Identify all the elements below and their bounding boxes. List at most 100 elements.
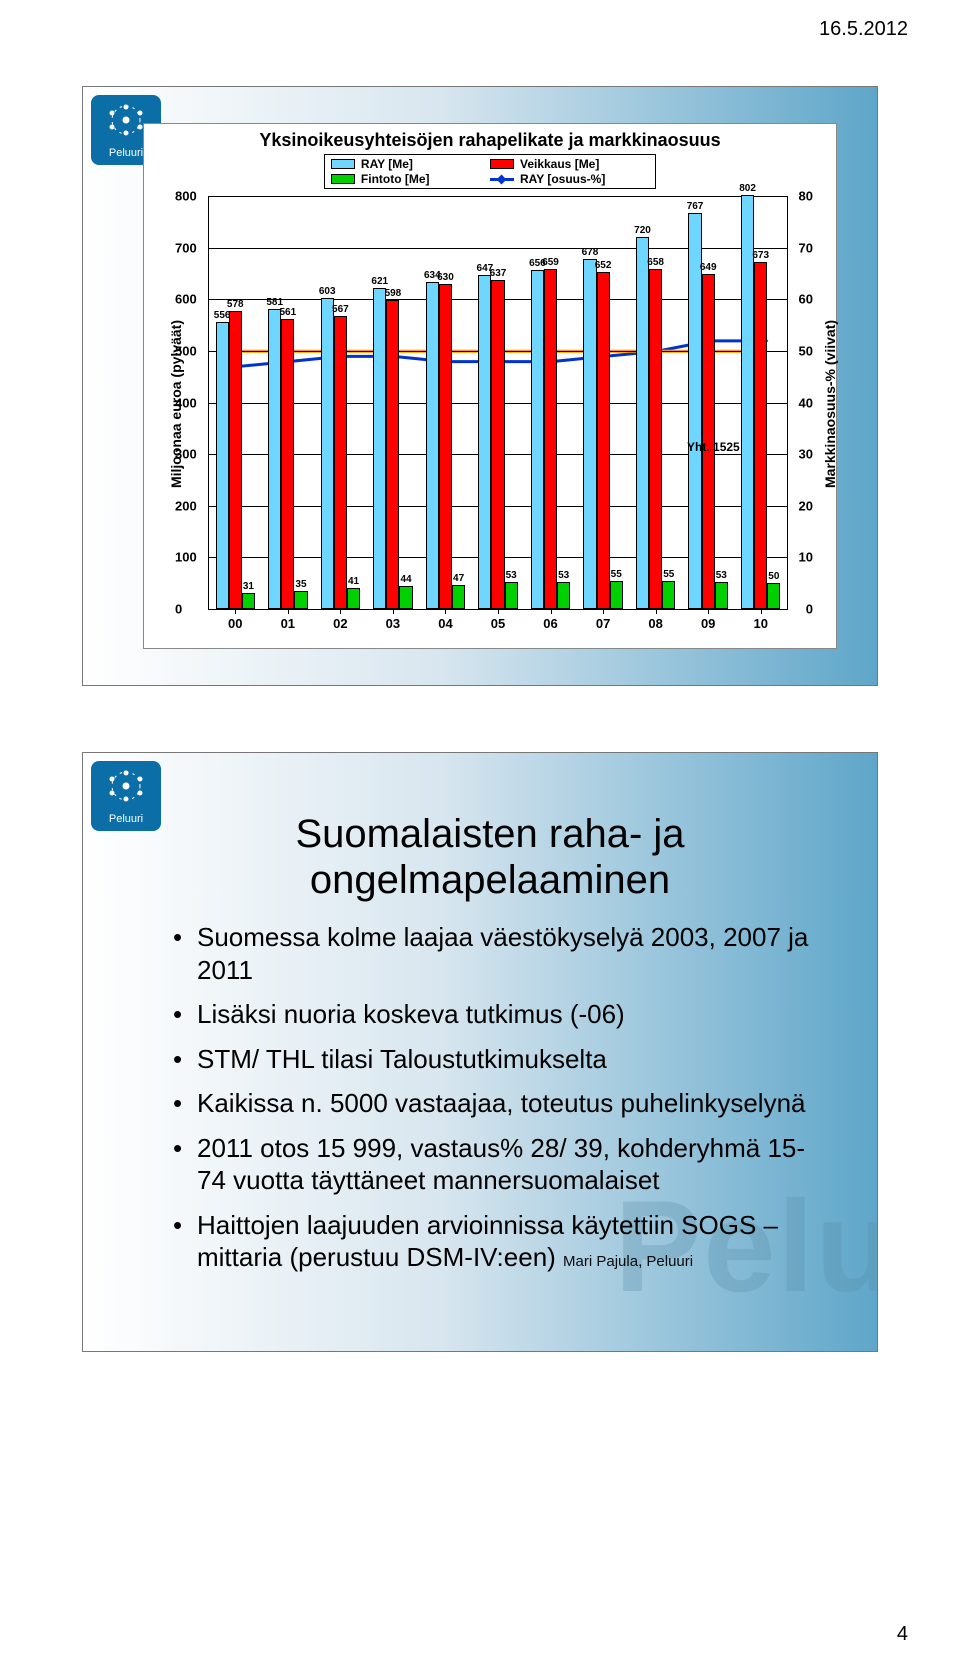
bar-label: 598 xyxy=(385,288,402,299)
bar xyxy=(597,272,610,609)
bar-label: 53 xyxy=(558,570,569,581)
bar-label: 44 xyxy=(400,574,411,585)
y-tick: 800 xyxy=(175,189,197,204)
x-tick: 02 xyxy=(333,616,347,631)
bullet-list: Suomessa kolme laajaa väestökyselyä 2003… xyxy=(173,921,817,1274)
bar-label: 47 xyxy=(453,573,464,584)
bar-label: 53 xyxy=(506,570,517,581)
x-tick: 04 xyxy=(438,616,452,631)
bar xyxy=(715,582,728,609)
y2-tick: 30 xyxy=(799,447,813,462)
bar xyxy=(294,591,307,609)
y2-tick: 60 xyxy=(799,292,813,307)
bar xyxy=(281,319,294,609)
bar xyxy=(386,300,399,609)
bar xyxy=(649,269,662,609)
bullet-item: Suomessa kolme laajaa väestökyselyä 2003… xyxy=(173,921,817,986)
bar xyxy=(557,582,570,609)
bar xyxy=(767,583,780,609)
bar xyxy=(399,586,412,609)
bar-label: 678 xyxy=(582,247,599,258)
bar-label: 802 xyxy=(739,183,756,194)
bar-label: 658 xyxy=(647,257,664,268)
bar xyxy=(505,582,518,609)
bar xyxy=(268,309,281,609)
bar-label: 621 xyxy=(371,276,388,287)
x-tick: 08 xyxy=(648,616,662,631)
bar-label: 630 xyxy=(437,272,454,283)
slide2-title: Suomalaisten raha- ja ongelmapelaaminen xyxy=(163,811,817,903)
y-tick: 200 xyxy=(175,498,197,513)
y2-tick: 10 xyxy=(799,550,813,565)
legend: RAY [Me] Veikkaus [Me] Fintoto [Me] RAY … xyxy=(324,154,656,189)
legend-ray-pct: RAY [osuus-%] xyxy=(520,172,605,186)
bar xyxy=(373,288,386,609)
x-tick: 01 xyxy=(281,616,295,631)
bar-label: 603 xyxy=(319,286,336,297)
bar xyxy=(531,270,544,609)
footer-text: Mari Pajula, Peluuri xyxy=(563,1253,693,1270)
y2-tick: 20 xyxy=(799,498,813,513)
chart-title: Yksinoikeusyhteisöjen rahapelikate ja ma… xyxy=(144,130,836,151)
bullet-item: Kaikissa n. 5000 vastaajaa, toteutus puh… xyxy=(173,1087,817,1120)
bar xyxy=(216,322,229,609)
bar-label: 673 xyxy=(752,250,769,261)
bar-label: 50 xyxy=(768,571,779,582)
plot-area: 0100200300400500600700800010203040506070… xyxy=(208,196,788,610)
bar xyxy=(610,581,623,609)
bar xyxy=(583,259,596,609)
page-number: 4 xyxy=(897,1623,908,1646)
bar xyxy=(439,284,452,609)
bullet-item: Lisäksi nuoria koskeva tutkimus (-06) xyxy=(173,998,817,1031)
legend-fintoto: Fintoto [Me] xyxy=(361,172,430,186)
bar-label: 652 xyxy=(595,260,612,271)
bar xyxy=(491,280,504,609)
y-tick: 500 xyxy=(175,343,197,358)
x-tick: 10 xyxy=(753,616,767,631)
bar xyxy=(662,581,675,609)
y-tick: 300 xyxy=(175,447,197,462)
bar-label: 35 xyxy=(295,579,306,590)
bar xyxy=(754,262,767,609)
bar-label: 55 xyxy=(611,569,622,580)
bullet-item: 2011 otos 15 999, vastaus% 28/ 39, kohde… xyxy=(173,1132,817,1197)
bar-label: 53 xyxy=(716,570,727,581)
bullet-item: Haittojen laajuuden arvioinnissa käytett… xyxy=(173,1209,817,1274)
text-slide: Peluuri Pelu Suomalaisten raha- ja ongel… xyxy=(82,752,878,1352)
y-tick: 100 xyxy=(175,550,197,565)
x-tick: 05 xyxy=(491,616,505,631)
bar-label: 41 xyxy=(348,576,359,587)
bar-label: 720 xyxy=(634,225,651,236)
y2-tick: 70 xyxy=(799,240,813,255)
bar xyxy=(347,588,360,609)
bar-label: 31 xyxy=(243,581,254,592)
bar-label: 649 xyxy=(700,262,717,273)
bar-label: 637 xyxy=(490,268,507,279)
x-tick: 07 xyxy=(596,616,610,631)
y2-tick: 50 xyxy=(799,343,813,358)
bar xyxy=(478,275,491,609)
x-tick: 09 xyxy=(701,616,715,631)
bar-label: 659 xyxy=(542,257,559,268)
bar xyxy=(452,585,465,609)
bar xyxy=(242,593,255,609)
x-tick: 00 xyxy=(228,616,242,631)
yht-label: Yht. 1525 xyxy=(687,440,740,454)
y2-tick: 0 xyxy=(806,602,813,617)
bar-label: 55 xyxy=(663,569,674,580)
bar xyxy=(636,237,649,609)
bar-label: 578 xyxy=(227,299,244,310)
y-tick: 400 xyxy=(175,395,197,410)
y2-tick: 80 xyxy=(799,189,813,204)
legend-veikkaus: Veikkaus [Me] xyxy=(520,157,599,171)
x-tick: 06 xyxy=(543,616,557,631)
bar xyxy=(334,316,347,609)
y2-axis-label: Markkinaosuus-% (viivat) xyxy=(822,304,838,504)
legend-ray: RAY [Me] xyxy=(361,157,413,171)
y2-tick: 40 xyxy=(799,395,813,410)
bar xyxy=(321,298,334,609)
bar xyxy=(426,282,439,609)
chart-panel: Yksinoikeusyhteisöjen rahapelikate ja ma… xyxy=(143,123,837,649)
y-tick: 0 xyxy=(175,602,182,617)
bar xyxy=(544,269,557,609)
